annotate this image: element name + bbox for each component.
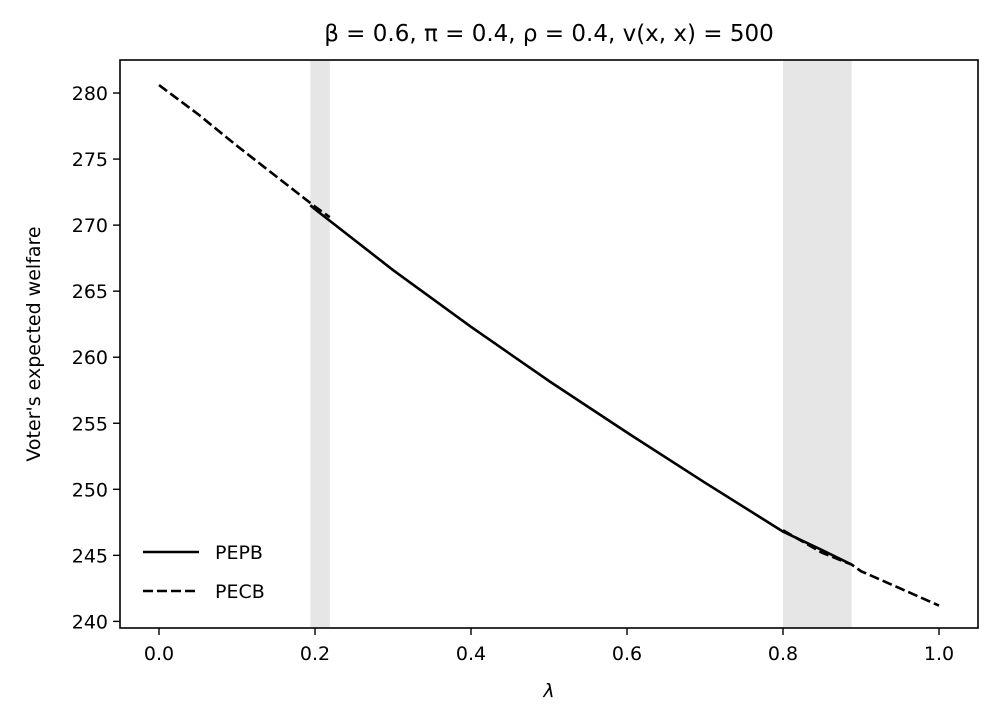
y-axis: 240 245 250 255 260 265 270 275 280: [72, 83, 120, 633]
y-axis-label: Voter's expected welfare: [23, 226, 45, 461]
y-tick-label-6: 270: [72, 215, 108, 237]
y-tick-label-4: 260: [72, 347, 108, 369]
y-tick-label-7: 275: [72, 149, 108, 171]
y-tick-label-5: 265: [72, 281, 108, 303]
x-tick-label-2: 0.4: [456, 643, 486, 665]
x-tick-label-3: 0.6: [612, 643, 642, 665]
series-lines: [158, 84, 940, 607]
shaded-region-1: [783, 60, 852, 628]
plot-frame: [119, 59, 979, 629]
series-line-pecb-2: [782, 529, 940, 607]
shaded-region-0: [310, 60, 330, 628]
x-tick-label-5: 1.0: [924, 643, 954, 665]
x-tick-label-0: 0.0: [144, 643, 174, 665]
legend-label-pepb: PEPB: [215, 542, 263, 564]
series-line-pepb-0: [309, 204, 853, 566]
x-axis-label: λ: [542, 680, 554, 702]
shaded-regions: [310, 60, 852, 628]
y-tick-label-3: 255: [72, 413, 108, 435]
y-tick-label-0: 240: [72, 611, 108, 633]
x-tick-label-4: 0.8: [768, 643, 798, 665]
x-tick-label-1: 0.2: [300, 643, 330, 665]
chart-title: β = 0.6, π = 0.4, ρ = 0.4, v(x, x) = 500: [324, 21, 774, 47]
series-line-pecb-1: [158, 84, 331, 219]
legend-label-pecb: PECB: [215, 581, 265, 603]
x-axis: 0.0 0.2 0.4 0.6 0.8 1.0: [144, 628, 954, 665]
y-tick-label-8: 280: [72, 83, 108, 105]
y-tick-label-1: 245: [72, 545, 108, 567]
y-tick-label-2: 250: [72, 479, 108, 501]
legend: PEPB PECB: [143, 542, 265, 603]
